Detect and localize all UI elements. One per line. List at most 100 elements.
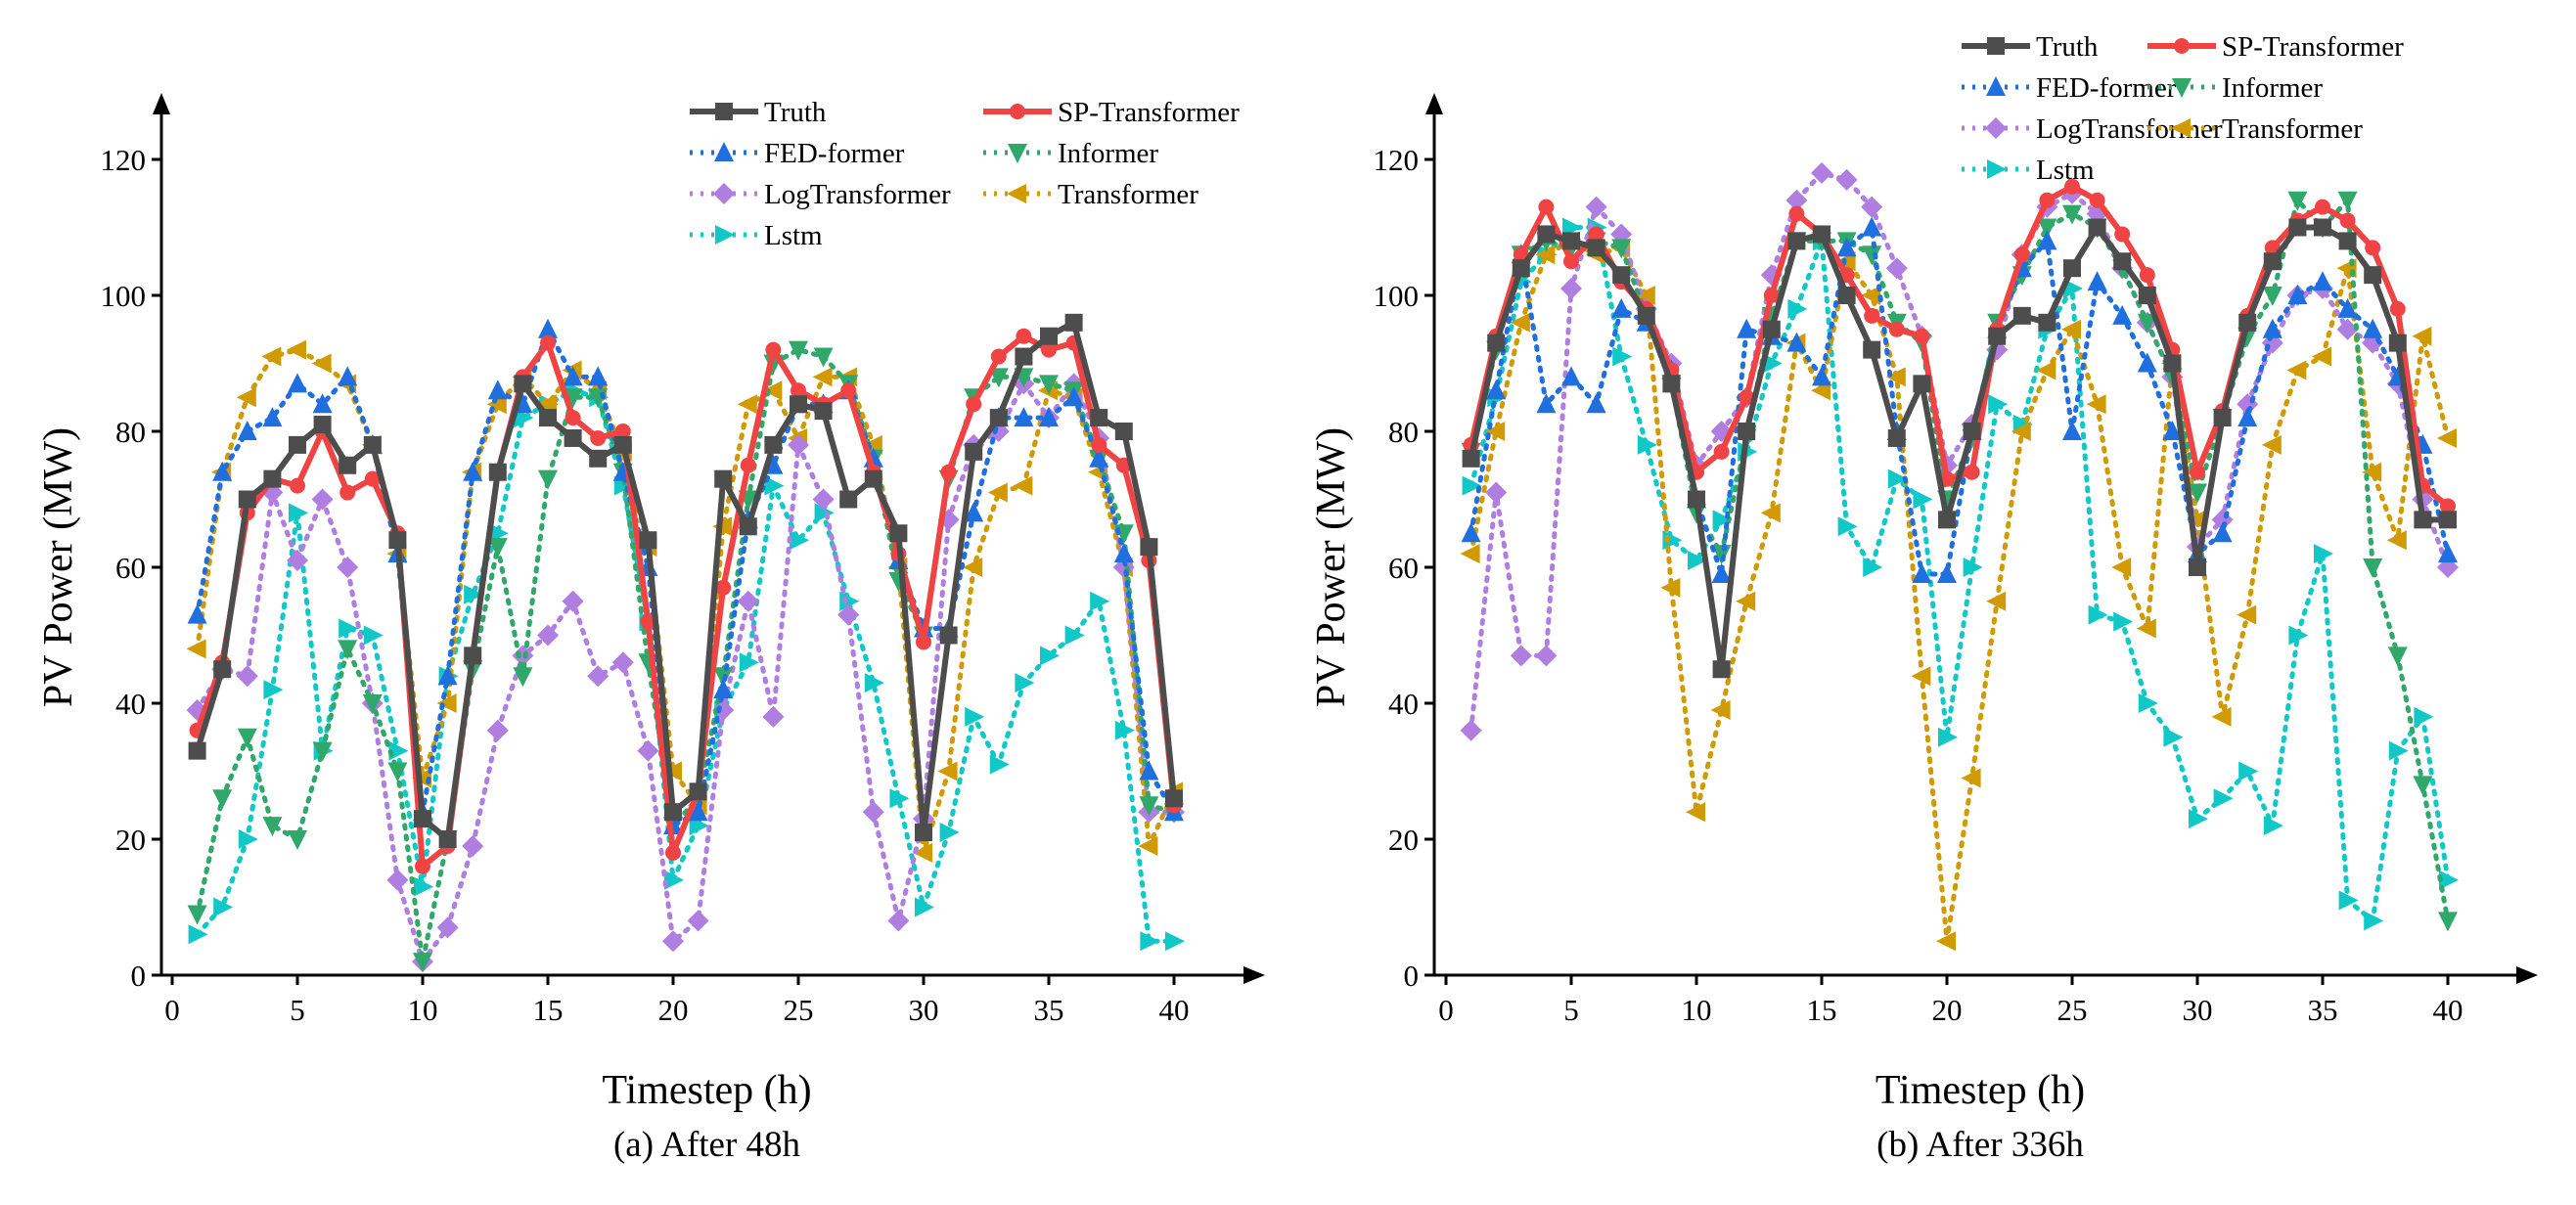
y-tick-label: 60 bbox=[115, 551, 146, 585]
data-point bbox=[590, 429, 607, 446]
data-point bbox=[339, 618, 359, 639]
legend-item: Transformer bbox=[983, 179, 1198, 210]
series-line bbox=[194, 333, 1177, 870]
data-point bbox=[289, 435, 306, 454]
data-point bbox=[289, 503, 308, 523]
data-point bbox=[1485, 422, 1506, 441]
data-point bbox=[1863, 558, 1883, 577]
data-point bbox=[2138, 693, 2158, 713]
data-point bbox=[1637, 434, 1657, 455]
data-point bbox=[1461, 522, 1481, 543]
data-point bbox=[1537, 225, 1556, 244]
legend-item: Transformer bbox=[2147, 113, 2363, 145]
data-point bbox=[1936, 931, 1956, 952]
data-point bbox=[1637, 306, 1655, 325]
series-line bbox=[195, 380, 1177, 964]
data-point bbox=[414, 876, 433, 897]
data-point bbox=[2038, 313, 2056, 332]
legend-marker-icon bbox=[1987, 37, 2005, 55]
data-point bbox=[2412, 326, 2432, 346]
series-line bbox=[1469, 225, 2451, 923]
data-point bbox=[1938, 511, 1956, 529]
data-point bbox=[1612, 346, 1633, 367]
data-point bbox=[312, 393, 333, 414]
data-point bbox=[2336, 318, 2359, 340]
data-point bbox=[614, 424, 631, 439]
y-axis-arrow bbox=[153, 93, 170, 114]
data-point bbox=[2440, 498, 2456, 514]
data-point bbox=[312, 741, 333, 762]
x-axis-arrow bbox=[1243, 966, 1265, 984]
data-point bbox=[987, 482, 1008, 503]
data-point bbox=[1963, 558, 1983, 577]
data-point bbox=[1688, 490, 1705, 509]
data-point bbox=[1510, 645, 1532, 667]
data-point bbox=[1486, 379, 1507, 400]
data-point bbox=[338, 366, 358, 386]
data-point bbox=[1091, 436, 1107, 453]
data-point bbox=[940, 464, 957, 480]
legend: Truth SP-Transformer FED-former Informer Log… bbox=[1962, 31, 2404, 186]
data-point bbox=[791, 382, 806, 399]
data-point bbox=[2387, 647, 2408, 667]
data-point bbox=[2439, 511, 2457, 529]
data-point bbox=[1487, 334, 1506, 352]
series-sp-transformer bbox=[189, 328, 1182, 874]
data-point bbox=[2237, 407, 2258, 427]
data-point bbox=[388, 531, 407, 550]
legend-marker-icon bbox=[2174, 38, 2190, 54]
data-point bbox=[864, 469, 882, 488]
data-point bbox=[1140, 538, 1158, 557]
data-point bbox=[1113, 543, 1134, 563]
data-point bbox=[2086, 394, 2106, 415]
data-point bbox=[2088, 218, 2106, 237]
x-tick-label: 0 bbox=[1438, 993, 1454, 1027]
data-point bbox=[2362, 462, 2382, 482]
legend-item: Lstm bbox=[1962, 155, 2095, 186]
data-point bbox=[1660, 577, 1681, 598]
data-point bbox=[2286, 360, 2307, 380]
x-tick-label: 25 bbox=[2057, 993, 2088, 1027]
data-point bbox=[839, 490, 858, 509]
legend-item: SP-Transformer bbox=[2147, 31, 2404, 63]
data-point bbox=[464, 647, 482, 665]
data-point bbox=[2012, 306, 2031, 325]
data-point bbox=[1913, 375, 1931, 393]
data-point bbox=[2114, 226, 2131, 243]
series-line bbox=[195, 327, 1177, 828]
data-point bbox=[1711, 562, 1732, 583]
data-point bbox=[236, 665, 258, 688]
y-axis-title: PV Power (MW) bbox=[1309, 427, 1354, 707]
data-point bbox=[2262, 287, 2282, 306]
data-point bbox=[512, 645, 534, 667]
data-point bbox=[915, 897, 934, 917]
data-point bbox=[1713, 443, 1730, 460]
data-point bbox=[339, 484, 356, 501]
y-tick-label: 80 bbox=[115, 415, 146, 449]
data-point bbox=[2338, 232, 2357, 250]
data-point bbox=[538, 469, 558, 490]
data-point bbox=[1863, 340, 1881, 359]
data-point bbox=[2189, 558, 2206, 576]
data-point bbox=[2137, 313, 2157, 334]
data-point bbox=[212, 461, 233, 481]
data-point bbox=[262, 817, 283, 837]
data-point bbox=[1041, 341, 1057, 358]
data-point bbox=[1563, 253, 1579, 270]
data-point bbox=[2112, 304, 2133, 325]
data-point bbox=[563, 388, 583, 409]
data-point bbox=[2363, 318, 2383, 338]
x-tick-label: 20 bbox=[658, 993, 689, 1027]
data-point bbox=[2062, 421, 2082, 440]
data-point bbox=[562, 590, 584, 612]
data-point bbox=[2262, 318, 2282, 338]
data-point bbox=[2162, 421, 2183, 440]
data-point bbox=[688, 801, 708, 822]
data-point bbox=[715, 579, 732, 596]
data-point bbox=[287, 339, 306, 360]
data-point bbox=[1788, 205, 1805, 222]
y-axis-arrow bbox=[1425, 93, 1443, 114]
data-point bbox=[814, 402, 833, 421]
data-point bbox=[187, 603, 207, 624]
data-point bbox=[2013, 246, 2030, 263]
